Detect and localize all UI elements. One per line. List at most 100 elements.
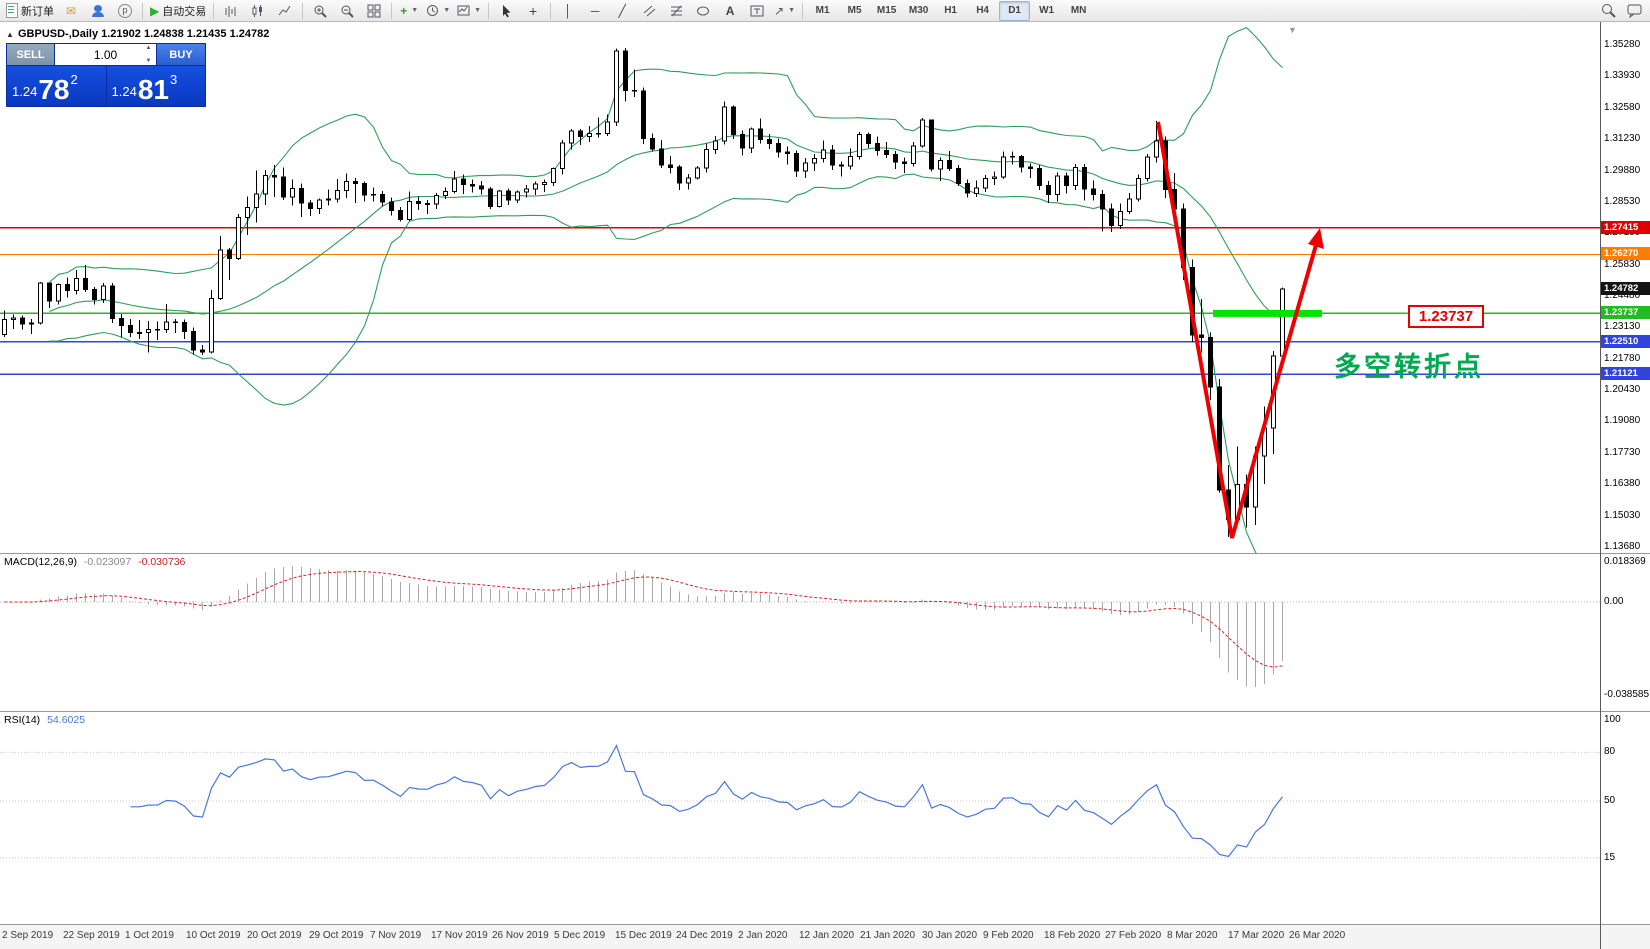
candle-body [1064,175,1069,187]
candle-body [1028,166,1033,169]
zoom-in-button[interactable] [307,0,333,22]
price-level-badge: 1.26270 [1601,247,1650,260]
candle-body [668,164,673,168]
spinner-down-icon[interactable]: ▼ [145,58,152,64]
timeframe-mn-button[interactable]: MN [1070,5,1087,16]
chart-shift-marker-icon[interactable]: ▼ [1288,25,1297,35]
text-label-icon [750,5,764,16]
line-chart-icon [278,5,291,15]
candle-body [758,128,763,140]
sell-price-display[interactable]: 1.24 78 2 [7,66,106,106]
cursor-tool-button[interactable] [493,0,519,22]
support-zone-bar [1213,309,1322,317]
vertical-line-tool-button[interactable]: │ [555,0,581,22]
sell-button[interactable]: SELL [7,44,54,65]
new-order-label: 新订单 [21,5,54,18]
candle-body [407,200,412,220]
community-button[interactable]: p [112,0,138,22]
macd-signal-line [4,570,1283,668]
fibonacci-tool-button[interactable] [663,0,689,22]
chart-candles-button[interactable] [245,0,271,22]
periods-button[interactable]: ▼ [423,0,453,22]
price-tick: 1.28530 [1604,196,1641,207]
one-click-collapse-icon[interactable]: ▲ [6,30,14,39]
volume-input[interactable]: 1.00 ▲ ▼ [55,44,156,65]
panel-divider[interactable] [1601,924,1650,925]
rsi-indicator-panel: RSI(14) 54.6025 [0,712,1600,925]
arrows-tool-button[interactable]: ↗ ▼ [771,0,798,22]
buy-price-display[interactable]: 1.24 81 3 [106,66,205,106]
timeframe-m5-button[interactable]: M5 [847,5,862,16]
text-tool-button[interactable]: A [717,0,743,22]
candle-body [209,297,214,353]
candle-body [974,187,979,194]
price-tick: 1.31230 [1604,133,1641,144]
mail-button[interactable]: ✉ [58,0,84,22]
volume-spinner[interactable]: ▲ ▼ [143,45,154,64]
chart-bars-button[interactable] [218,0,244,22]
candle-body [74,277,79,292]
candle-body [335,190,340,200]
rsi-tick: 50 [1604,795,1616,806]
templates-button[interactable]: ▼ [454,0,484,22]
candle-body [29,322,34,325]
spinner-up-icon[interactable]: ▲ [145,45,152,51]
rsi-tick: 100 [1604,714,1621,725]
candle-body [164,321,169,330]
horizontal-line-tool-button[interactable]: ─ [582,0,608,22]
rsi-canvas[interactable] [0,712,1600,924]
clock-icon [427,5,439,16]
candle-body [1010,155,1015,158]
candle-body [956,167,961,185]
macd-canvas[interactable] [0,554,1600,711]
autotrading-play-icon: ▶ [150,3,160,18]
buy-button[interactable]: BUY [157,44,205,65]
timeframe-m30-button[interactable]: M30 [908,5,929,16]
profile-button[interactable] [85,0,111,22]
price-tick: 1.20430 [1604,384,1641,395]
candle-body [398,210,403,220]
time-axis[interactable]: 2 Sep 2019 22 Sep 2019 1 Oct 2019 10 Oct 20… [0,925,1600,949]
price-chart-canvas[interactable] [0,22,1600,553]
text-label-tool-button[interactable] [744,0,770,22]
candle-body [677,166,682,184]
candle-body [173,321,178,324]
chat-button[interactable] [1621,0,1647,22]
template-icon [457,5,470,16]
candle-body [632,89,637,92]
autotrading-button[interactable]: ▶ 自动交易 [147,0,209,22]
candle-body [56,284,61,302]
panel-divider[interactable] [1601,553,1650,554]
price-scale[interactable]: 1.35280 1.33930 1.32580 1.31230 1.29880 1.285… [1600,22,1650,949]
date-label: 9 Feb 2020 [983,930,1034,941]
trendline-tool-button[interactable]: ╱ [609,0,635,22]
timeframe-h1-button[interactable]: H1 [944,5,957,16]
candle-body [1091,188,1096,196]
chart-line-button[interactable] [272,0,298,22]
channel-tool-button[interactable] [636,0,662,22]
plus-icon: + [400,3,408,18]
candle-body [740,134,745,149]
candle-body [1073,167,1078,187]
timeframe-d1-button[interactable]: D1 [999,0,1031,21]
timeframe-m1-button[interactable]: M1 [815,5,830,16]
sell-price-head: 1.24 [12,84,38,99]
candle-body [353,180,358,184]
candle-body [767,138,772,144]
tile-windows-button[interactable] [361,0,387,22]
timeframe-m15-button[interactable]: M15 [876,5,897,16]
candle-body [596,132,601,135]
new-order-button[interactable]: 新订单 [3,0,57,22]
panel-divider[interactable] [1601,711,1650,712]
candle-body [902,161,907,165]
search-button[interactable] [1595,0,1621,22]
zoom-out-button[interactable] [334,0,360,22]
candle-body [227,249,232,259]
timeframe-w1-button[interactable]: W1 [1039,5,1055,16]
add-indicator-button[interactable]: + ▼ [396,0,422,22]
shapes-tool-button[interactable] [690,0,716,22]
crosshair-tool-button[interactable]: + [520,0,546,22]
timeframe-h4-button[interactable]: H4 [976,5,989,16]
macd-tick: -0.038585 [1604,689,1650,700]
candle-body [443,190,448,197]
